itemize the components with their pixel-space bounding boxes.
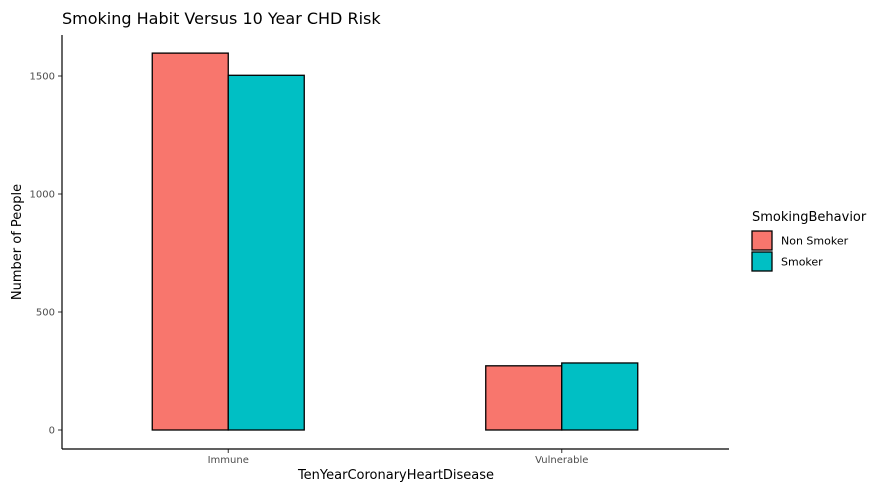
x-tick-label: Vulnerable: [535, 455, 588, 466]
x-tick-label: Immune: [208, 455, 249, 466]
y-axis-label: Number of People: [10, 184, 25, 300]
legend-swatch: [751, 251, 773, 272]
plot-area: 0 500 1000 1500 Immune Vulnerable: [30, 52, 639, 466]
bar-non-smoker-vulnerable: [485, 365, 563, 431]
y-tick-label: 1000: [30, 190, 55, 201]
bar-non-smoker-immune: [151, 52, 229, 431]
y-tick-label: 1500: [30, 72, 55, 83]
legend-items: Non Smoker Smoker: [751, 230, 849, 272]
chart-title: Smoking Habit Versus 10 Year CHD Risk: [62, 9, 381, 28]
y-tick-label: 0: [49, 426, 55, 437]
legend-swatch: [751, 230, 773, 251]
y-tick-label: 500: [36, 308, 55, 319]
bar-smoker-immune: [227, 74, 305, 431]
bar-smoker-vulnerable: [561, 362, 639, 431]
legend-label: Smoker: [781, 256, 823, 269]
x-axis-label: TenYearCoronaryHeartDisease: [297, 468, 494, 483]
legend-label: Non Smoker: [781, 235, 849, 248]
legend: SmokingBehavior Non Smoker Smoker: [751, 210, 867, 272]
legend-title: SmokingBehavior: [752, 210, 867, 225]
